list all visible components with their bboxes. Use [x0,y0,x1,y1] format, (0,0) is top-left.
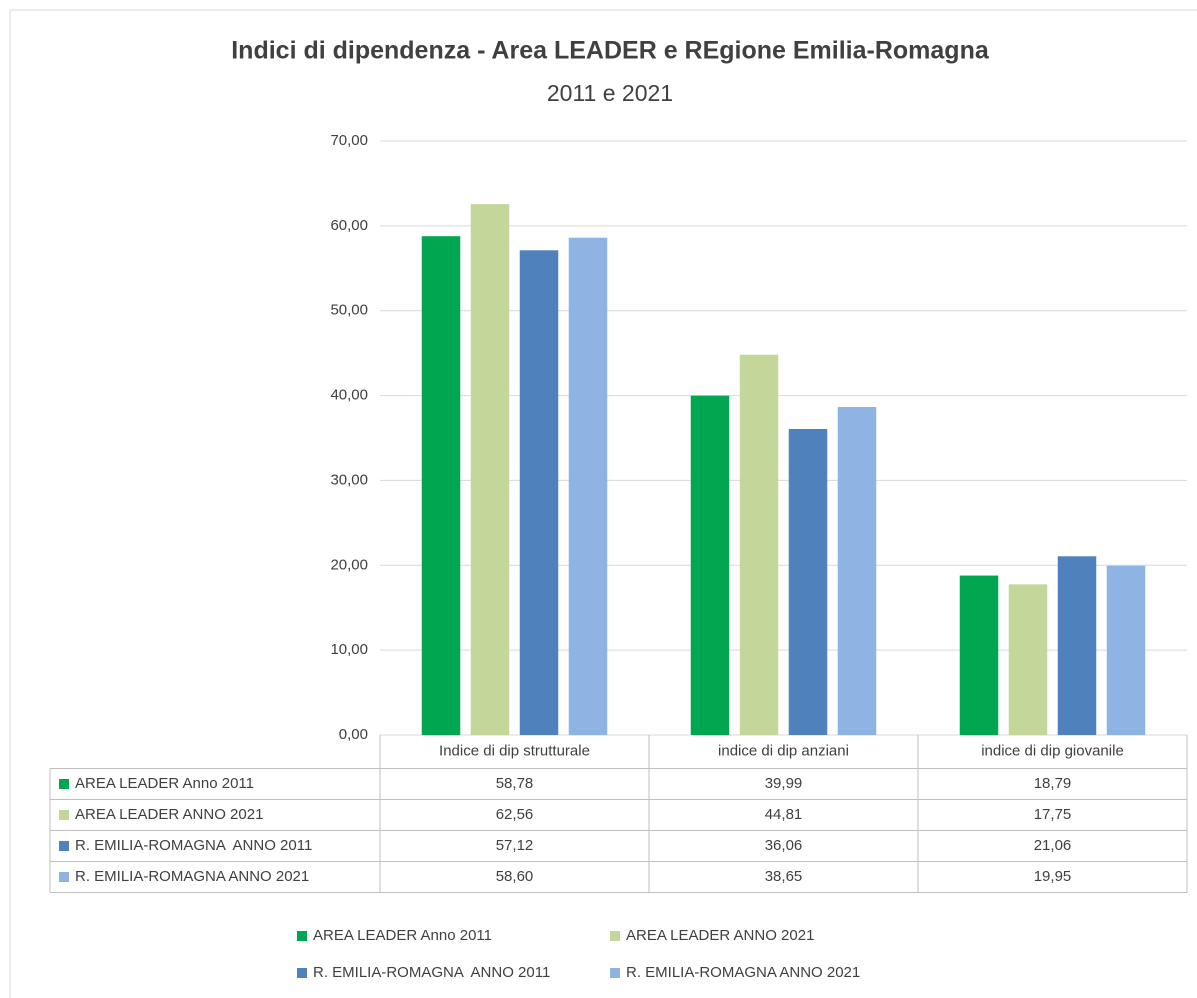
table-cell: 57,12 [496,837,534,854]
y-tick-label: 70,00 [330,132,368,149]
x-tick-label: Indice di dip strutturale [439,743,590,760]
table-row-label: R. EMILIA-ROMAGNA ANNO 2011 [75,837,312,854]
table-row-label: AREA LEADER Anno 2011 [75,775,254,792]
legend-label: AREA LEADER ANNO 2021 [626,927,814,944]
y-tick-label: 20,00 [330,556,368,573]
bar [1008,584,1048,735]
chart-title: Indici di dipendenza - Area LEADER e REg… [231,37,990,65]
y-tick-label: 50,00 [330,302,368,319]
table-cell: 36,06 [765,837,803,854]
legend-label: AREA LEADER Anno 2011 [313,927,492,944]
y-tick-label: 10,00 [330,641,368,658]
table-cell: 17,75 [1034,806,1072,823]
bar [739,354,779,735]
table-row-label: R. EMILIA-ROMAGNA ANNO 2021 [75,868,309,885]
bar [519,250,559,735]
table-key [59,872,69,882]
table-cell: 19,95 [1034,868,1072,885]
bar [690,395,730,735]
bar [1057,556,1097,735]
legend-swatch [610,931,620,941]
legend-label: R. EMILIA-ROMAGNA ANNO 2021 [626,964,860,981]
table-row-label: AREA LEADER ANNO 2021 [75,806,263,823]
chart-subtitle: 2011 e 2021 [547,80,673,106]
table-cell: 44,81 [765,806,803,823]
bar [959,575,999,735]
x-tick-label: indice di dip giovanile [981,743,1124,760]
y-tick-label: 40,00 [330,387,368,404]
table-key [59,841,69,851]
table-key [59,779,69,789]
table-cell: 58,78 [496,775,534,792]
bar [837,407,877,735]
table-cell: 58,60 [496,868,534,885]
table-cell: 62,56 [496,806,534,823]
bar [788,429,828,735]
y-tick-label: 30,00 [330,471,368,488]
y-tick-label: 60,00 [330,217,368,234]
table-cell: 39,99 [765,775,803,792]
table-cell: 38,65 [765,868,803,885]
legend-label: R. EMILIA-ROMAGNA ANNO 2011 [313,964,550,981]
legend-swatch [297,931,307,941]
bar [1106,565,1146,735]
bar [568,237,608,736]
table-cell: 21,06 [1034,837,1072,854]
x-tick-label: indice di dip anziani [718,743,849,760]
legend-swatch [610,968,620,978]
y-tick-label: 0,00 [339,726,368,743]
bar [421,236,461,735]
table-cell: 18,79 [1034,775,1072,792]
bar [470,204,510,735]
legend-swatch [297,968,307,978]
table-key [59,810,69,820]
